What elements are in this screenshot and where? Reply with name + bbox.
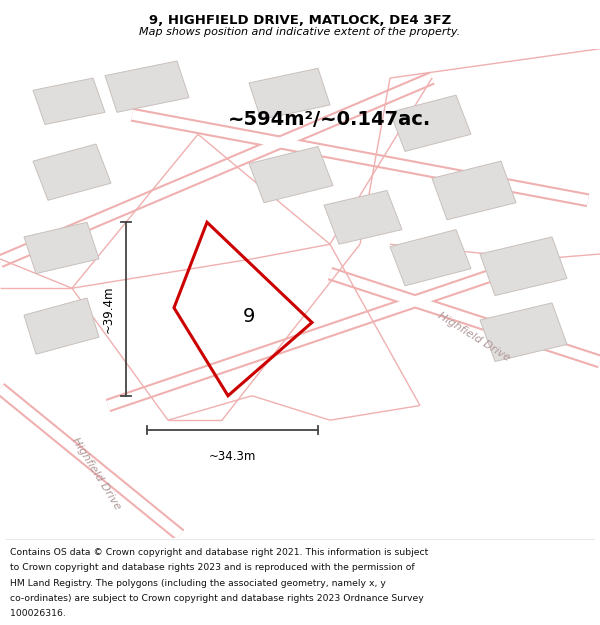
Polygon shape bbox=[480, 303, 567, 361]
Text: ~594m²/~0.147ac.: ~594m²/~0.147ac. bbox=[228, 110, 431, 129]
Text: to Crown copyright and database rights 2023 and is reproduced with the permissio: to Crown copyright and database rights 2… bbox=[10, 563, 414, 572]
Polygon shape bbox=[390, 95, 471, 151]
Polygon shape bbox=[324, 191, 402, 244]
Text: 9, HIGHFIELD DRIVE, MATLOCK, DE4 3FZ: 9, HIGHFIELD DRIVE, MATLOCK, DE4 3FZ bbox=[149, 14, 451, 27]
Text: ~34.3m: ~34.3m bbox=[209, 449, 256, 462]
Polygon shape bbox=[24, 222, 99, 274]
Text: Map shows position and indicative extent of the property.: Map shows position and indicative extent… bbox=[139, 26, 461, 36]
Polygon shape bbox=[24, 298, 99, 354]
Text: ~39.4m: ~39.4m bbox=[102, 285, 115, 332]
Polygon shape bbox=[105, 61, 189, 112]
Polygon shape bbox=[432, 161, 516, 220]
Polygon shape bbox=[249, 68, 330, 119]
Text: Highfield Drive: Highfield Drive bbox=[436, 311, 512, 363]
Text: HM Land Registry. The polygons (including the associated geometry, namely x, y: HM Land Registry. The polygons (includin… bbox=[10, 579, 385, 587]
Polygon shape bbox=[33, 144, 111, 200]
Text: 100026316.: 100026316. bbox=[10, 609, 65, 618]
Polygon shape bbox=[249, 146, 333, 202]
Text: Highfield Drive: Highfield Drive bbox=[70, 436, 122, 512]
Text: co-ordinates) are subject to Crown copyright and database rights 2023 Ordnance S: co-ordinates) are subject to Crown copyr… bbox=[10, 594, 424, 603]
Polygon shape bbox=[390, 229, 471, 286]
Polygon shape bbox=[480, 237, 567, 296]
Text: Contains OS data © Crown copyright and database right 2021. This information is : Contains OS data © Crown copyright and d… bbox=[10, 548, 428, 557]
Text: 9: 9 bbox=[243, 307, 255, 326]
Polygon shape bbox=[33, 78, 105, 124]
